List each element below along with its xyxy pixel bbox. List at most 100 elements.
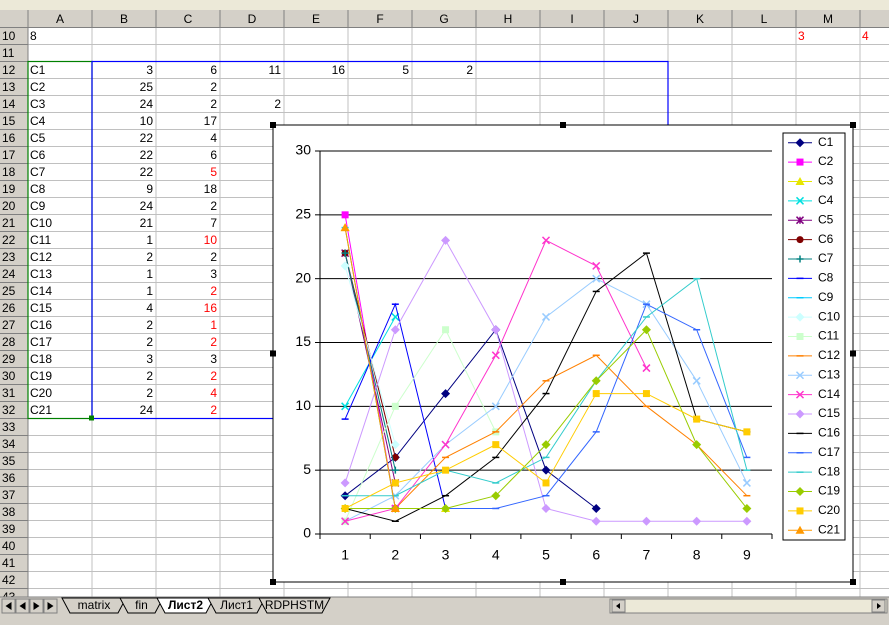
cell[interactable]: C6 — [30, 148, 46, 162]
column-header[interactable]: I — [570, 12, 573, 26]
cell[interactable]: 2 — [210, 284, 217, 298]
column-header[interactable]: C — [184, 12, 193, 26]
cell[interactable]: 6 — [210, 63, 217, 77]
sheet-tab[interactable] — [61, 597, 127, 614]
cell[interactable]: 5 — [402, 63, 409, 77]
cell[interactable]: 2 — [210, 335, 217, 349]
cell[interactable]: C16 — [30, 318, 52, 332]
cell[interactable]: 2 — [146, 369, 153, 383]
row-number[interactable]: 32 — [2, 403, 16, 417]
cell[interactable]: 2 — [210, 97, 217, 111]
cell[interactable]: 1 — [146, 233, 153, 247]
sheet-tab[interactable] — [119, 597, 164, 614]
row-number[interactable]: 37 — [2, 488, 16, 502]
row-number[interactable]: 16 — [2, 131, 16, 145]
selection-handle[interactable] — [270, 350, 276, 357]
cell[interactable]: 2 — [146, 386, 153, 400]
row-number[interactable]: 35 — [2, 454, 16, 468]
column-header[interactable]: E — [312, 12, 320, 26]
column-header[interactable]: B — [120, 12, 128, 26]
cell[interactable]: 24 — [140, 403, 154, 417]
cell[interactable]: 21 — [140, 216, 154, 230]
cell[interactable]: 2 — [146, 250, 153, 264]
column-header[interactable]: L — [761, 12, 768, 26]
cell[interactable]: 2 — [210, 80, 217, 94]
row-number[interactable]: 42 — [2, 573, 16, 587]
cell[interactable]: 2 — [210, 250, 217, 264]
cell[interactable]: C4 — [30, 114, 46, 128]
cell[interactable]: 9 — [146, 182, 153, 196]
row-number[interactable]: 26 — [2, 301, 16, 315]
row-number[interactable]: 12 — [2, 63, 16, 77]
cell[interactable]: C5 — [30, 131, 46, 145]
selection-handle[interactable] — [560, 122, 566, 128]
row-number[interactable]: 36 — [2, 471, 16, 485]
row-number[interactable]: 18 — [2, 165, 16, 179]
cell[interactable]: 4 — [862, 29, 869, 43]
cell[interactable]: 4 — [210, 131, 217, 145]
cell[interactable]: 25 — [140, 80, 154, 94]
column-header[interactable]: H — [504, 12, 513, 26]
cell[interactable]: 2 — [210, 403, 217, 417]
cell[interactable]: 2 — [210, 199, 217, 213]
sheet-tab[interactable] — [156, 597, 215, 614]
sheet-tab-label[interactable]: Лист2 — [168, 598, 203, 612]
row-number[interactable]: 31 — [2, 386, 16, 400]
selection-handle[interactable] — [850, 350, 856, 357]
row-number[interactable]: 11 — [2, 46, 15, 60]
cell[interactable]: 7 — [210, 216, 217, 230]
row-number[interactable]: 13 — [2, 80, 16, 94]
column-header[interactable]: G — [439, 12, 448, 26]
row-number[interactable]: 29 — [2, 352, 16, 366]
row-number[interactable]: 41 — [2, 556, 16, 570]
row-number[interactable]: 38 — [2, 505, 16, 519]
cell[interactable]: 1 — [210, 318, 217, 332]
column-header[interactable]: J — [633, 12, 639, 26]
cell[interactable]: C13 — [30, 267, 52, 281]
cell[interactable]: 24 — [140, 199, 154, 213]
cell[interactable]: 17 — [204, 114, 218, 128]
cell[interactable]: 6 — [210, 148, 217, 162]
cell[interactable]: C17 — [30, 335, 52, 349]
column-header[interactable]: M — [823, 12, 833, 26]
cell[interactable]: 1 — [146, 267, 153, 281]
cell[interactable]: 22 — [140, 165, 154, 179]
cell[interactable]: C21 — [30, 403, 52, 417]
column-header[interactable]: K — [696, 12, 704, 26]
row-number[interactable]: 24 — [2, 267, 16, 281]
cell[interactable]: C1 — [30, 63, 46, 77]
cell[interactable]: C19 — [30, 369, 52, 383]
column-header[interactable]: A — [56, 12, 64, 26]
cell[interactable]: C20 — [30, 386, 52, 400]
cell[interactable]: 8 — [30, 29, 37, 43]
cell[interactable]: C14 — [30, 284, 52, 298]
column-header[interactable]: D — [248, 12, 257, 26]
selection-handle[interactable] — [850, 579, 856, 585]
cell[interactable]: 2 — [146, 335, 153, 349]
cell[interactable]: 2 — [210, 369, 217, 383]
cell[interactable]: 3 — [146, 352, 153, 366]
row-number[interactable]: 19 — [2, 182, 16, 196]
sheet-tab[interactable] — [207, 597, 266, 614]
row-number[interactable]: 40 — [2, 539, 16, 553]
cell[interactable]: 2 — [146, 318, 153, 332]
horizontal-scrollbar[interactable] — [609, 598, 888, 614]
selection-handle[interactable] — [270, 122, 276, 128]
cell[interactable]: 10 — [204, 233, 218, 247]
row-number[interactable]: 28 — [2, 335, 16, 349]
cell[interactable]: 10 — [140, 114, 154, 128]
cell[interactable]: 22 — [140, 148, 154, 162]
row-number[interactable]: 39 — [2, 522, 16, 536]
cell[interactable]: 3 — [146, 63, 153, 77]
cell[interactable]: C11 — [30, 233, 51, 247]
row-number[interactable]: 25 — [2, 284, 16, 298]
cell[interactable]: C15 — [30, 301, 52, 315]
cell[interactable]: 24 — [140, 97, 154, 111]
row-number[interactable]: 27 — [2, 318, 16, 332]
row-number[interactable]: 22 — [2, 233, 16, 247]
row-number[interactable]: 30 — [2, 369, 16, 383]
row-number[interactable]: 17 — [2, 148, 16, 162]
cell[interactable]: C8 — [30, 182, 46, 196]
cell[interactable]: 3 — [798, 29, 805, 43]
cell[interactable]: 3 — [210, 352, 217, 366]
